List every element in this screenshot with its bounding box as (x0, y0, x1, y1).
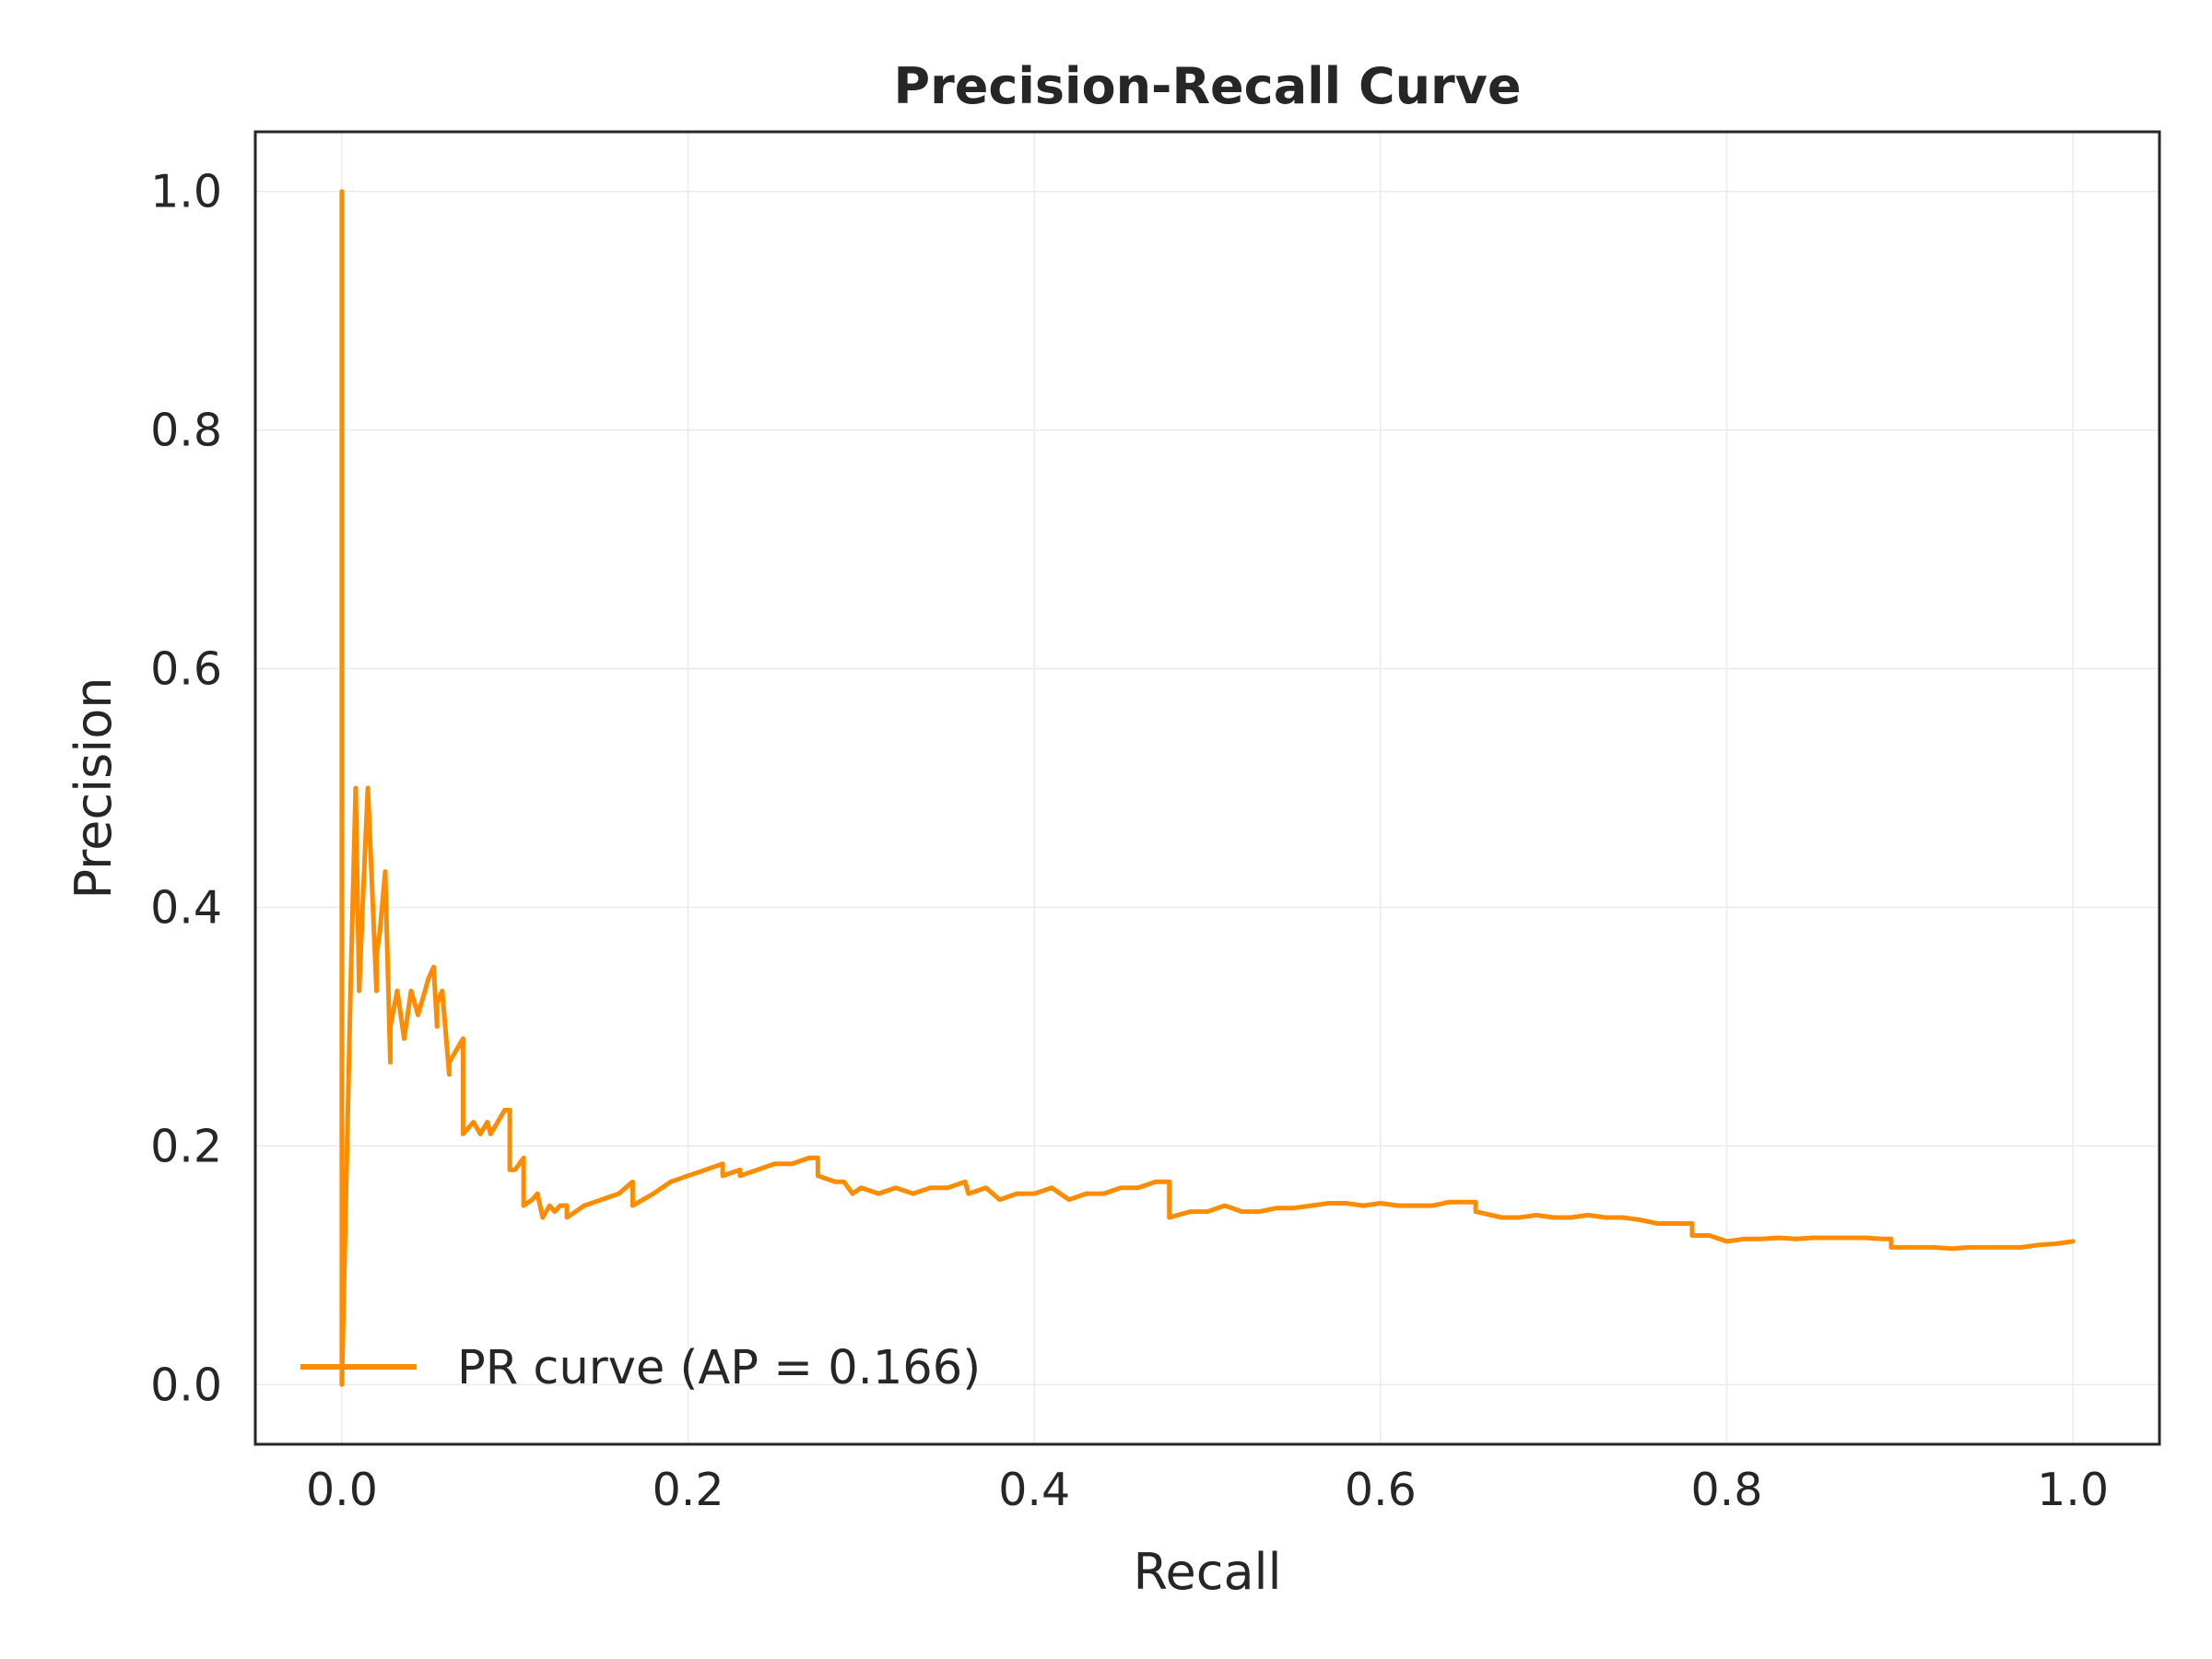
x-tick-label: 0.6 (1345, 1464, 1417, 1516)
x-tick-label: 0.2 (653, 1464, 724, 1516)
y-tick-label: 0.6 (150, 643, 222, 696)
y-axis-label: Precision (65, 677, 123, 900)
legend-label: PR curve (AP = 0.166) (457, 1341, 981, 1395)
x-tick-label: 0.8 (1690, 1464, 1762, 1516)
series-layer (339, 189, 2076, 1387)
y-tick-label: 0.2 (150, 1120, 222, 1172)
legend: PR curve (AP = 0.166) (300, 1341, 981, 1395)
y-tick-label: 1.0 (150, 166, 222, 218)
plot-area-frame (253, 130, 2161, 1446)
chart-title: Precision-Recall Curve (894, 57, 1522, 115)
x-axis-label: Recall (1133, 1543, 1281, 1601)
y-tick-label: 0.0 (150, 1359, 222, 1411)
y-tick-label: 0.4 (150, 881, 222, 934)
series-line-pr-curve (339, 189, 2076, 1387)
x-tick-label: 1.0 (2037, 1464, 2109, 1516)
x-tick-label: 0.4 (998, 1464, 1070, 1516)
tick-layer: 0.0 0.2 0.4 0.6 0.8 1.0 0.0 0.2 0.4 0.6 0.8 1.0 (150, 166, 2109, 1516)
grid-layer (255, 132, 2159, 1444)
y-tick-label: 0.8 (150, 405, 222, 457)
x-tick-label: 0.0 (306, 1464, 378, 1516)
